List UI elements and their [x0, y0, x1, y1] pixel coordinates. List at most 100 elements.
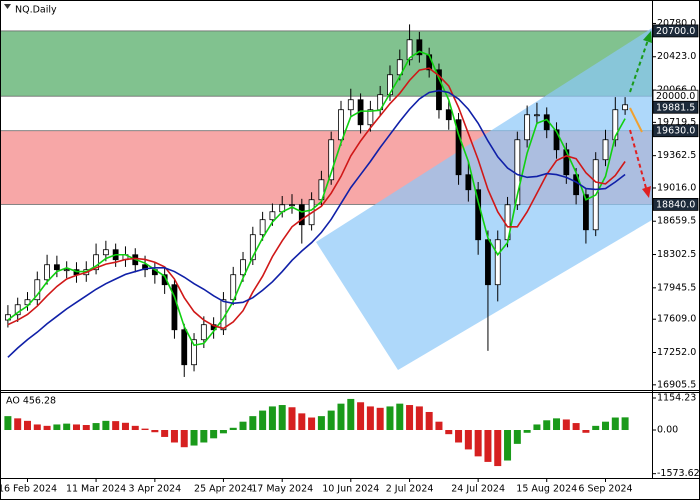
moving-average — [7, 89, 626, 358]
ao-bar — [592, 425, 600, 431]
candle-body — [583, 194, 589, 231]
ao-bar — [190, 430, 198, 446]
ao-bar — [396, 403, 404, 431]
ao-bar — [376, 407, 384, 431]
x-tick-label: 25 Apr 2024 — [194, 484, 253, 495]
ao-bar — [14, 418, 22, 431]
candle-body — [200, 324, 207, 341]
x-tick-label: 10 Jun 2024 — [322, 484, 379, 495]
candle-body — [14, 304, 21, 316]
ao-bar — [229, 427, 237, 431]
level-label-box — [652, 24, 699, 38]
y-tick-label: 17945.5 — [657, 282, 696, 293]
ao-bar — [112, 421, 120, 431]
ao-bar — [53, 424, 61, 431]
ao-bar — [504, 430, 512, 461]
candle-body — [602, 139, 609, 161]
candle-body — [44, 264, 50, 281]
ao-bar — [249, 416, 257, 431]
ao-bar — [464, 430, 472, 450]
candle-body — [181, 329, 188, 366]
ao-bar — [63, 423, 71, 431]
candle-body — [455, 119, 462, 176]
ao-bar — [170, 430, 178, 443]
y-tick-label: 19719.5 — [657, 117, 696, 128]
level-label: 20000.0 — [656, 91, 695, 102]
candle-body — [269, 211, 276, 221]
level-label-box — [652, 197, 699, 211]
ao-bar — [474, 430, 482, 457]
candle-body — [191, 339, 197, 366]
y-tick-label: 19362.5 — [657, 150, 696, 161]
ao-bar — [435, 421, 443, 431]
candle-body — [338, 109, 344, 141]
candle-body — [328, 139, 335, 181]
ao-bar — [43, 425, 51, 431]
ao-bar — [23, 420, 31, 431]
y-tick-label: 17609.0 — [657, 314, 696, 325]
ao-bar — [200, 430, 208, 443]
candle-body — [465, 174, 472, 191]
ao-bar — [180, 430, 188, 448]
zone — [0, 30, 653, 97]
ao-bar — [327, 410, 335, 431]
ao-bar — [259, 410, 267, 431]
x-tick-label: 2 Jul 2024 — [386, 484, 434, 495]
candle-body — [485, 239, 491, 286]
ao-bar — [239, 421, 247, 431]
ao-bar — [494, 430, 502, 467]
ao-bar — [415, 406, 423, 431]
y-tick-label: 17252.0 — [657, 347, 696, 358]
candle-body — [367, 109, 374, 126]
ao-bar — [268, 406, 276, 431]
chart-title: NQ.Daily — [15, 5, 57, 16]
arrow-head — [643, 31, 652, 43]
y-tick-label: 20780.0 — [657, 18, 696, 29]
candle-body — [445, 109, 452, 121]
level-label: 19630.0 — [656, 126, 695, 137]
candle-body — [102, 249, 109, 256]
y-tick-label: 20423.0 — [657, 51, 696, 62]
ao-bar — [406, 405, 414, 431]
ao-bar — [308, 417, 316, 431]
ao-bar — [4, 416, 12, 431]
ao-bar — [337, 403, 345, 431]
moving-average — [7, 50, 626, 347]
ao-bar — [131, 425, 139, 431]
ao-bar — [543, 420, 551, 431]
ao-bar — [82, 425, 90, 431]
ao-bar — [347, 398, 355, 431]
ao-bar — [386, 406, 394, 431]
x-tick-label: 3 Apr 2024 — [129, 484, 182, 495]
moving-average — [7, 67, 626, 330]
candle-body — [534, 114, 540, 117]
ao-bar — [553, 418, 561, 431]
candle-body — [524, 114, 531, 141]
level-label-box — [652, 100, 699, 114]
arrow-up — [629, 39, 649, 93]
y-tick-label: 18659.5 — [657, 216, 696, 227]
ao-bar — [317, 416, 325, 431]
ao-bar — [288, 407, 296, 431]
arrow-mid — [629, 107, 643, 133]
candle-body — [436, 69, 442, 111]
trend-channel — [316, 28, 652, 370]
ao-bar — [523, 430, 531, 433]
y-tick-label: 0.00 — [657, 425, 678, 436]
level-label-box — [652, 124, 699, 138]
candle-body — [347, 99, 354, 111]
ao-bar — [621, 417, 629, 431]
candle-body — [259, 219, 266, 236]
candle-body — [406, 39, 413, 61]
arrow-down — [629, 129, 647, 189]
x-tick-label: 24 Jul 2024 — [451, 484, 505, 495]
candle-body — [396, 59, 403, 76]
ao-bar — [219, 430, 227, 434]
ao-bar — [151, 430, 159, 433]
ao-bar — [33, 424, 41, 431]
x-tick-label: 16 Feb 2024 — [0, 484, 57, 495]
ao-bar — [425, 411, 433, 431]
level-label: 19881.5 — [656, 102, 695, 113]
